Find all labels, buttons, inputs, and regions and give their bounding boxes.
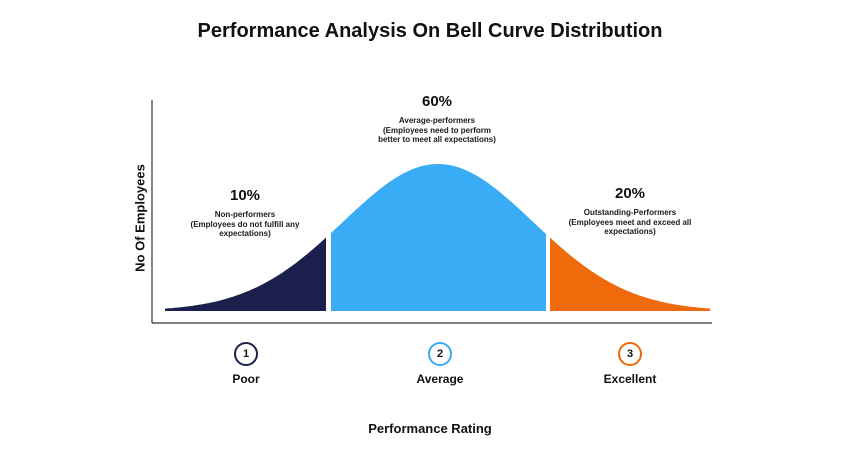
segment-poor-area <box>165 237 326 311</box>
segment-average-annotation: 60% Average-performers (Employees need t… <box>352 93 522 145</box>
segment-excellent-annotation: 20% Outstanding-Performers (Employees me… <box>550 185 710 237</box>
rating-excellent-label: Excellent <box>603 372 657 386</box>
segment-poor-percent: 10% <box>229 187 261 204</box>
segment-poor-annotation: 10% Non-performers (Employees do not ful… <box>175 187 315 239</box>
rating-poor-label: Poor <box>232 372 260 386</box>
y-axis-label: No Of Employees <box>132 164 148 272</box>
segment-average-description: Average-performers (Employees need to pe… <box>378 116 496 144</box>
segment-excellent-percent: 20% <box>614 185 646 202</box>
rating-average-number: 2 <box>428 342 452 366</box>
segment-average-percent: 60% <box>421 93 453 110</box>
chart-title: Performance Analysis On Bell Curve Distr… <box>197 20 663 42</box>
rating-average-label: Average <box>416 372 464 386</box>
rating-average: 2 Average <box>380 342 500 386</box>
x-axis-label: Performance Rating <box>368 421 492 436</box>
segment-excellent-description: Outstanding-Performers (Employees meet a… <box>568 208 692 236</box>
segment-average-area <box>331 164 546 311</box>
segment-excellent-area <box>550 237 710 311</box>
rating-poor-number: 1 <box>234 342 258 366</box>
rating-excellent: 3 Excellent <box>570 342 690 386</box>
segment-poor-description: Non-performers (Employees do not fulfill… <box>190 210 300 238</box>
rating-poor: 1 Poor <box>186 342 306 386</box>
rating-excellent-number: 3 <box>618 342 642 366</box>
